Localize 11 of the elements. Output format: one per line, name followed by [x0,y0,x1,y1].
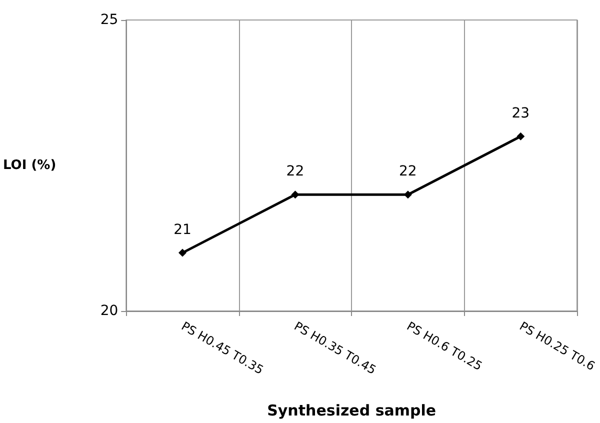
point [291,190,300,199]
x-axis-title: Synthesized sample [267,402,436,420]
data-label: 22 [399,164,417,180]
data-label: 23 [512,105,530,122]
y-tick-label: 25 [100,12,118,28]
data-label: 21 [174,222,192,238]
y-tick-label: 20 [100,303,118,319]
point [178,248,186,257]
y-axis-title: LOI (%) [2,158,56,173]
point [516,132,525,140]
data-label: 22 [286,164,304,180]
